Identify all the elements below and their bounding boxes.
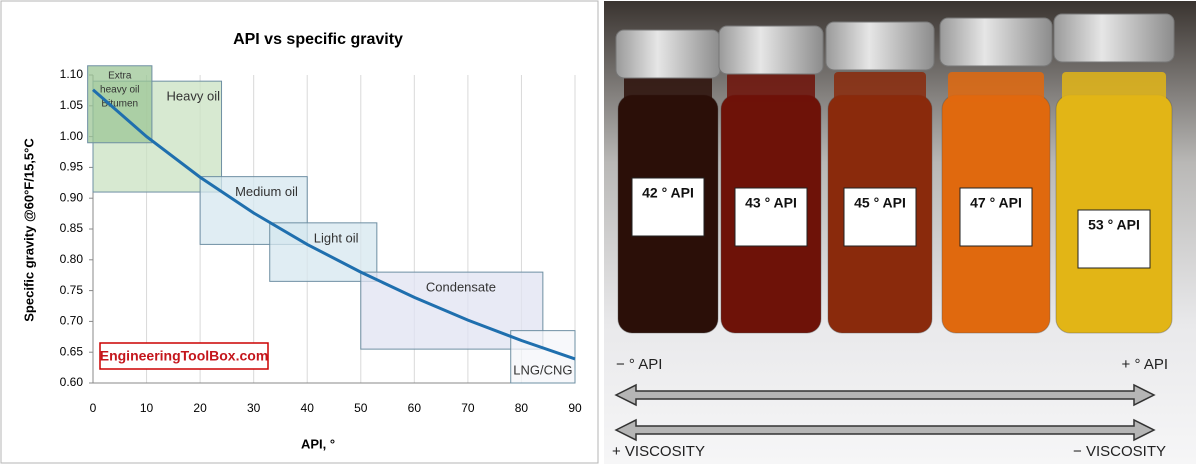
api-right: + ° API (1122, 356, 1168, 373)
region-label: Medium oil (235, 184, 298, 199)
vial-neck (948, 72, 1044, 102)
x-tick-label: 80 (515, 401, 529, 415)
y-tick-label: 0.65 (60, 344, 84, 358)
vial-cap (718, 25, 824, 75)
vial-neck (834, 72, 926, 102)
x-tick-label: 60 (408, 401, 422, 415)
double-arrow (614, 383, 1156, 407)
y-tick-label: 0.60 (60, 375, 84, 389)
vial-cap (615, 29, 721, 79)
vial-label: 47 ° API (970, 195, 1022, 211)
vial-neck (1062, 72, 1166, 102)
vial-label: 43 ° API (745, 195, 797, 211)
y-tick-label: 1.10 (60, 67, 84, 81)
vial-label-box (959, 187, 1033, 247)
region-label: Heavy oil (167, 89, 221, 104)
vial-label-box (734, 187, 808, 247)
y-tick-label: 0.80 (60, 252, 84, 266)
y-tick-label: 0.85 (60, 221, 84, 235)
viscosity-right: − VISCOSITY (1073, 443, 1166, 460)
y-tick-label: 0.95 (60, 160, 84, 174)
region-label: Light oil (314, 230, 359, 245)
y-tick-label: 0.90 (60, 190, 84, 204)
region-label: Condensate (426, 280, 496, 295)
y-tick-label: 1.00 (60, 129, 84, 143)
x-tick-label: 30 (247, 401, 261, 415)
region-label: heavy oil (100, 84, 139, 95)
double-arrow (614, 418, 1156, 442)
watermark: EngineeringToolBox.com (100, 348, 269, 364)
y-tick-label: 0.75 (60, 283, 84, 297)
vial-cap (939, 17, 1053, 67)
x-tick-label: 70 (461, 401, 475, 415)
watermark-box (99, 342, 269, 370)
vial-label-box (843, 187, 917, 247)
region-label: Bitumen (101, 98, 138, 109)
x-tick-label: 10 (140, 401, 154, 415)
api-left: − ° API (616, 356, 662, 373)
vial-label-box (1077, 209, 1151, 269)
x-tick-label: 20 (193, 401, 207, 415)
vial-label-box (631, 177, 705, 237)
chart-title: API vs specific gravity (233, 31, 403, 48)
viscosity-left: + VISCOSITY (612, 443, 705, 460)
vial-label: 45 ° API (854, 195, 906, 211)
region-label: LNG/CNG (513, 362, 572, 377)
region-label: Extra (108, 70, 132, 81)
x-tick-label: 0 (90, 401, 97, 415)
vial-neck (624, 72, 712, 102)
vial-cap (825, 21, 935, 71)
y-axis-label: Specific gravity @60°F/15,5°C (21, 138, 36, 322)
series-line (92, 88, 576, 361)
vial-neck (727, 72, 815, 102)
x-tick-label: 90 (568, 401, 582, 415)
vial-label: 42 ° API (642, 185, 694, 201)
x-tick-label: 50 (354, 401, 368, 415)
x-tick-label: 40 (301, 401, 315, 415)
y-tick-label: 1.05 (60, 98, 84, 112)
y-tick-label: 0.70 (60, 314, 84, 328)
vial-label: 53 ° API (1088, 217, 1140, 233)
vial-cap (1053, 13, 1175, 63)
x-axis-label: API, ° (301, 436, 335, 451)
